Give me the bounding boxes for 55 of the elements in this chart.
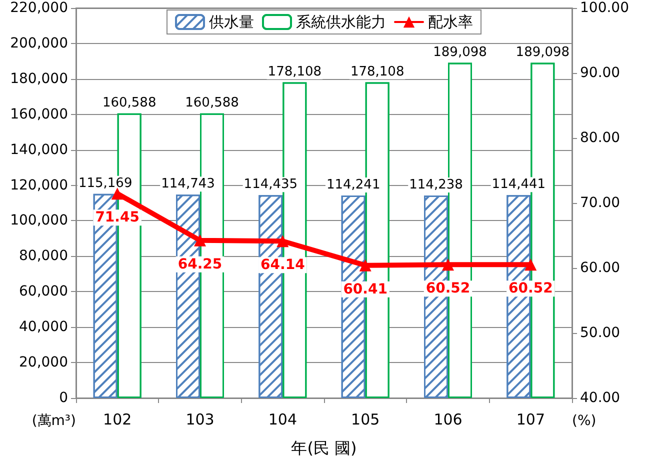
- x-tick-label: 105: [351, 410, 380, 428]
- y2-tick-label: 80.00: [580, 130, 620, 146]
- y-axis-title: (萬m³): [32, 413, 76, 429]
- y2-tick-label: 50.00: [580, 325, 620, 341]
- data-label: 160,588: [102, 95, 156, 110]
- y2-tick-label: 60.00: [580, 260, 620, 276]
- y-tick-label: 40,000: [19, 319, 68, 336]
- y2-tick-label: 40.00: [580, 390, 620, 406]
- x-tick-label: 107: [516, 410, 545, 428]
- data-label: 114,435: [244, 177, 298, 192]
- y-tick-label: 200,000: [10, 35, 68, 52]
- legend-label: 配水率: [428, 13, 473, 31]
- data-label: 60.52: [508, 280, 553, 297]
- x-tick-label: 102: [103, 410, 132, 428]
- data-label: 189,098: [516, 44, 570, 60]
- x-axis-title: 年(民 國): [291, 438, 357, 458]
- data-label: 114,441: [492, 177, 546, 192]
- legend-label: 系統供水能力: [296, 13, 386, 31]
- x-tick-label: 104: [268, 410, 297, 428]
- y-tick-label: 160,000: [10, 106, 68, 122]
- data-label: 178,108: [268, 64, 322, 80]
- data-label: 60.52: [426, 280, 470, 297]
- y-tick-label: 140,000: [10, 142, 68, 158]
- y-tick-label: 100,000: [10, 212, 68, 229]
- point: [524, 258, 537, 271]
- data-label: 189,098: [433, 44, 487, 60]
- y2-tick-label: 70.00: [580, 195, 620, 211]
- data-label: 115,169: [78, 176, 132, 191]
- y-tick-label: 120,000: [10, 177, 68, 194]
- point: [276, 235, 289, 248]
- y-tick-label: 20,000: [19, 354, 68, 371]
- y-tick-label: 180,000: [10, 70, 68, 87]
- data-label: 64.25: [178, 256, 222, 272]
- data-label: 71.45: [95, 210, 140, 226]
- data-label: 178,108: [350, 64, 404, 80]
- data-label: 60.41: [343, 281, 388, 298]
- y-tick-label: 60,000: [19, 284, 68, 300]
- x-tick-label: 106: [434, 410, 462, 428]
- x-tick-label: 103: [186, 410, 214, 428]
- point: [442, 258, 454, 271]
- data-label: 114,238: [409, 177, 463, 192]
- point: [111, 188, 124, 200]
- data-label: 114,241: [326, 177, 380, 192]
- point: [359, 259, 372, 272]
- y2-axis-title: (%): [572, 413, 596, 429]
- y-tick-label: 0: [59, 390, 68, 406]
- point: [194, 234, 206, 246]
- legend-label: 供水量: [209, 13, 254, 31]
- y-tick-label: 220,000: [10, 0, 68, 16]
- y-tick-label: 80,000: [19, 248, 68, 264]
- y2-tick-label: 90.00: [580, 65, 620, 81]
- data-label: 160,588: [185, 95, 239, 110]
- data-label: 114,743: [161, 176, 215, 192]
- data-label: 64.14: [260, 257, 306, 274]
- y2-tick-label: 100.00: [580, 0, 629, 16]
